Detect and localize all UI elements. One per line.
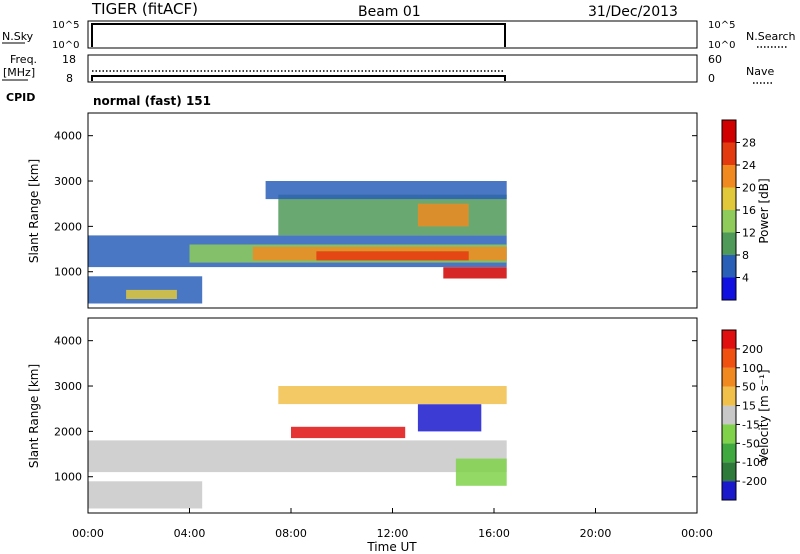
nsky-panel	[87, 20, 698, 49]
nave-tick-top: 60	[708, 53, 722, 66]
colorbar-tick-label: -50	[742, 437, 760, 450]
beam-label: Beam 01	[358, 4, 421, 20]
colorbar-swatch	[722, 330, 736, 349]
x-tick-label: 08:00	[275, 527, 307, 540]
freq-tick-bottom: 8	[66, 72, 73, 85]
nsky-tick-bottom: 10^0	[52, 40, 79, 51]
colorbar-swatch	[722, 255, 736, 278]
y-tick-label: 1000	[54, 266, 82, 279]
y-tick-label: 1000	[54, 471, 82, 484]
power-colorbar: 4 8 12 16 20 24 28	[721, 119, 756, 301]
colorbar-tick-label: -100	[742, 456, 767, 469]
freq-unit: [MHz]	[3, 66, 35, 79]
x-tick-label: 04:00	[174, 527, 206, 540]
colorbar-swatch	[722, 348, 736, 368]
data-band	[455, 458, 507, 486]
x-tick-label: 00:00	[72, 527, 104, 540]
colorbar-tick-label: 12	[742, 227, 756, 240]
colorbar-tick-label: 24	[742, 159, 756, 172]
data-band	[88, 440, 507, 473]
data-band	[126, 289, 177, 299]
freq-label: Freq.	[10, 53, 37, 66]
nsky-trace	[91, 23, 506, 47]
date-label: 31/Dec/2013	[588, 4, 678, 20]
data-band	[417, 203, 469, 227]
y-tick-label: 4000	[54, 335, 82, 348]
nave-tick-bottom: 0	[708, 72, 715, 85]
nave-label: Nave	[746, 65, 774, 78]
colorbar-tick-label: -15	[742, 418, 760, 431]
data-band	[88, 481, 203, 509]
x-tick-label: 20:00	[580, 527, 612, 540]
colorbar-swatch	[722, 424, 736, 444]
colorbar-tick-label: -200	[742, 475, 767, 488]
x-tick-label: 00:00	[681, 527, 713, 540]
colorbar-swatch	[722, 405, 736, 425]
cpid-label: CPID	[6, 91, 35, 104]
colorbar-swatch	[722, 165, 736, 188]
colorbar-swatch	[722, 481, 736, 500]
time-axis-label: Time UT	[366, 540, 417, 554]
colorbar-swatch	[722, 142, 736, 165]
nsearch-tick-top: 10^5	[708, 20, 735, 31]
freq-panel	[87, 54, 698, 83]
power-ylabel: Slant Range [km]	[27, 159, 41, 263]
data-band	[265, 181, 507, 200]
data-band	[291, 426, 406, 439]
power-colorbar-label: Power [dB]	[757, 178, 771, 243]
cpid-value: normal (fast) 151	[93, 94, 211, 108]
colorbar-swatch	[722, 120, 736, 143]
velocity-colorbar: 200 100 50 15 -15 -50 -100 -200	[721, 329, 767, 501]
colorbar-tick-label: 15	[742, 400, 756, 413]
data-band	[417, 404, 482, 432]
nsearch-tick-bottom: 10^0	[708, 40, 735, 51]
freq-tick-top: 18	[62, 53, 76, 66]
y-tick-label: 3000	[54, 175, 82, 188]
nsky-tick-top: 10^5	[52, 20, 79, 31]
data-band	[278, 386, 507, 405]
colorbar-swatch	[722, 443, 736, 463]
time-axis: 00:00 04:00 08:00 12:00 16:00 20:00 00:00	[72, 508, 713, 540]
data-band	[278, 194, 507, 236]
y-tick-label: 2000	[54, 220, 82, 233]
freq-trace	[91, 75, 506, 81]
nsky-label: N.Sky	[2, 30, 34, 43]
velocity-ylabel: Slant Range [km]	[27, 364, 41, 468]
radar-title: TIGER (fitACF)	[91, 0, 198, 18]
x-tick-label: 12:00	[377, 527, 409, 540]
nsearch-label: N.Search	[746, 30, 796, 43]
colorbar-tick-label: 20	[742, 182, 756, 195]
colorbar-swatch	[722, 232, 736, 255]
velocity-colorbar-label: Velocity [m s⁻¹]	[757, 369, 771, 462]
colorbar-tick-label: 200	[742, 343, 763, 356]
colorbar-swatch	[722, 367, 736, 387]
colorbar-tick-label: 16	[742, 204, 756, 217]
power-frame	[87, 112, 698, 309]
y-tick-label: 2000	[54, 425, 82, 438]
colorbar-tick-label: 100	[742, 362, 763, 375]
colorbar-frame	[721, 329, 737, 501]
velocity-panel: 1000 2000 3000 4000	[54, 335, 697, 509]
colorbar-swatch	[722, 277, 736, 300]
power-panel: 1000 2000 3000 4000	[54, 130, 697, 304]
data-band	[316, 251, 469, 261]
colorbar-tick-label: 50	[742, 381, 756, 394]
colorbar-tick-label: 8	[742, 249, 749, 262]
colorbar-swatch	[722, 462, 736, 482]
colorbar-swatch	[722, 386, 736, 406]
colorbar-tick-label: 28	[742, 137, 756, 150]
colorbar-swatch	[722, 187, 736, 210]
y-tick-label: 4000	[54, 130, 82, 143]
data-band	[443, 267, 507, 279]
colorbar-swatch	[722, 210, 736, 233]
x-tick-label: 16:00	[478, 527, 510, 540]
y-tick-label: 3000	[54, 380, 82, 393]
colorbar-tick-label: 4	[742, 272, 749, 285]
